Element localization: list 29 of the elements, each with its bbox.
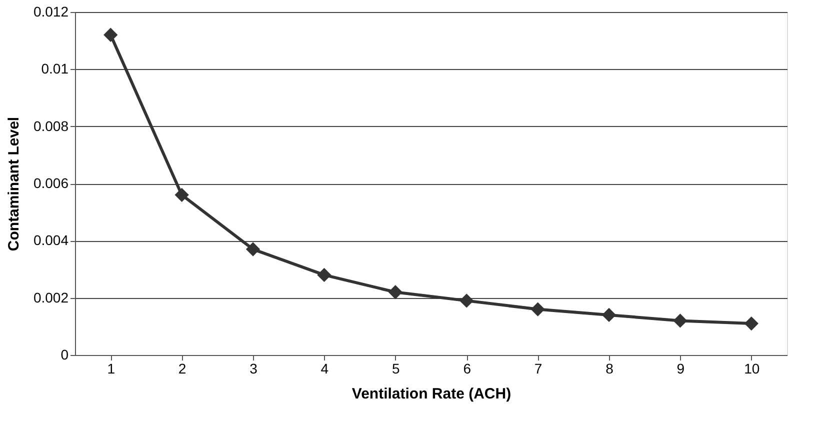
point (530, 302, 545, 316)
x-tick-label: 9 (676, 360, 685, 376)
point (673, 314, 688, 328)
y-tick-label: 0.004 (33, 232, 69, 248)
x-axis-title: Ventilation Rate (ACH) (352, 386, 512, 402)
x-tick-label: 6 (463, 360, 472, 376)
y-tick-label: 0.002 (33, 289, 69, 306)
point (174, 188, 189, 202)
x-tick-label: 4 (320, 360, 329, 376)
x-tick-label: 1 (107, 360, 116, 376)
y-tick-label: 0.01 (41, 60, 69, 77)
y-tick-label: 0.008 (33, 118, 69, 134)
point (104, 28, 118, 42)
point (388, 285, 402, 300)
point (744, 316, 758, 331)
x-tick-label: 2 (178, 360, 186, 376)
x-tick-label: 5 (392, 360, 400, 376)
x-tick-label: 3 (250, 360, 258, 376)
y-tick-label: 0 (60, 346, 69, 362)
y-tick-label: 0.012 (33, 4, 69, 20)
x-tick-label: 7 (534, 360, 542, 376)
x-tick-label: 10 (744, 360, 760, 376)
x-tick-label: 8 (606, 360, 614, 376)
point (602, 308, 616, 322)
point (317, 268, 332, 282)
point (460, 294, 474, 308)
point (246, 242, 260, 256)
y-axis-title: Contaminant Level (5, 116, 22, 252)
y-tick-label: 0.006 (33, 175, 69, 191)
